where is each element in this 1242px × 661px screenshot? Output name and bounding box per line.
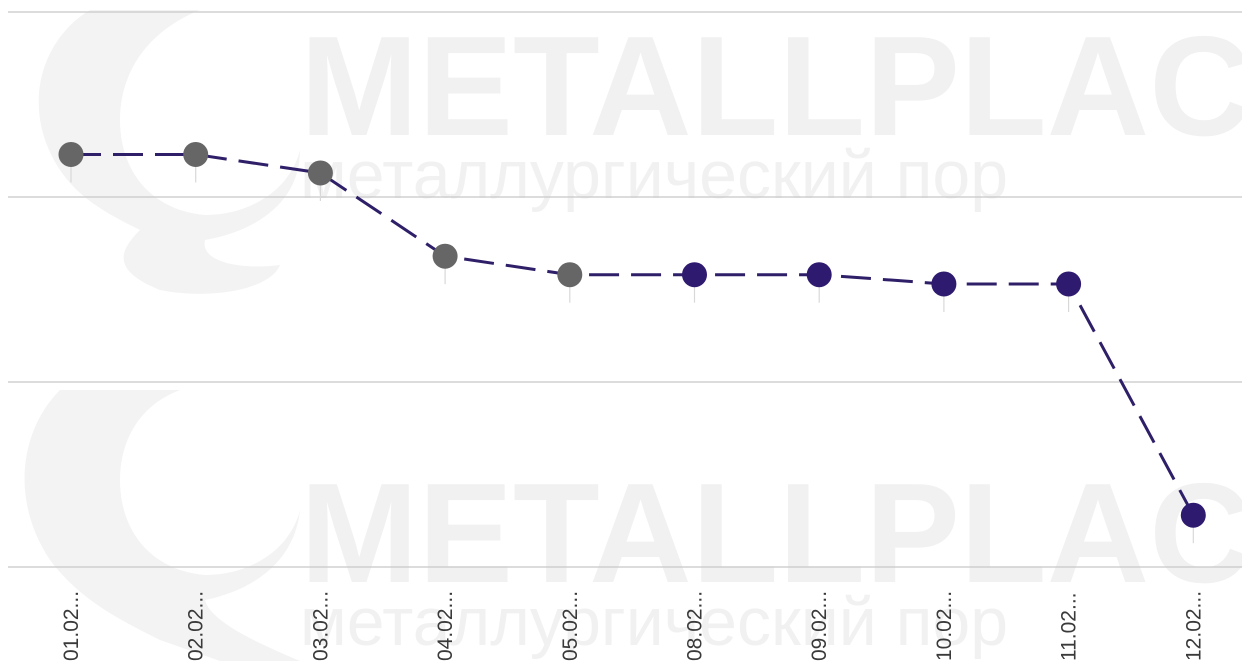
data-point-2[interactable] [307,160,333,186]
data-point-1[interactable] [183,141,209,167]
series-line [71,153,1195,516]
x-tick-label-0: 01.02... [60,591,83,661]
watermark: METALLPLACE.I металлургический пор METAL… [24,7,1242,661]
data-point-6[interactable] [806,262,832,288]
x-tick-label-5: 08.02... [684,591,707,661]
data-point-0[interactable] [58,141,84,167]
data-points [58,141,1206,528]
watermark-emblem-bottom [24,390,301,661]
x-tick-label-6: 09.02... [808,591,831,661]
gridlines [8,11,1242,568]
x-tick-label-3: 04.02... [434,591,457,661]
x-axis-tick-labels: 01.02... 02.02... 03.02... 04.02... 05.02...… [60,591,1205,661]
data-point-5[interactable] [682,262,707,288]
data-point-3[interactable] [432,243,458,269]
x-tick-label-7: 10.02... [933,591,956,661]
data-point-7[interactable] [931,271,957,297]
x-tick-label-4: 05.02... [559,591,582,661]
watermark-brand-bottom: METALLPLACE.I [300,454,1242,613]
x-tick-label-2: 03.02... [309,591,332,661]
watermark-emblem-top [38,10,300,294]
data-point-8[interactable] [1056,271,1082,297]
data-point-4[interactable] [557,262,583,288]
watermark-subtitle-top: металлургический пор [300,137,1008,213]
x-tick-label-8: 11.02... [1058,593,1081,661]
watermark-subtitle-bottom: металлургический пор [300,584,1008,660]
data-point-9[interactable] [1180,502,1206,528]
x-tick-label-9: 12.02... [1182,591,1205,661]
watermark-brand-top: METALLPLACE.I [300,7,1242,166]
x-tick-label-1: 02.02... [185,591,208,661]
